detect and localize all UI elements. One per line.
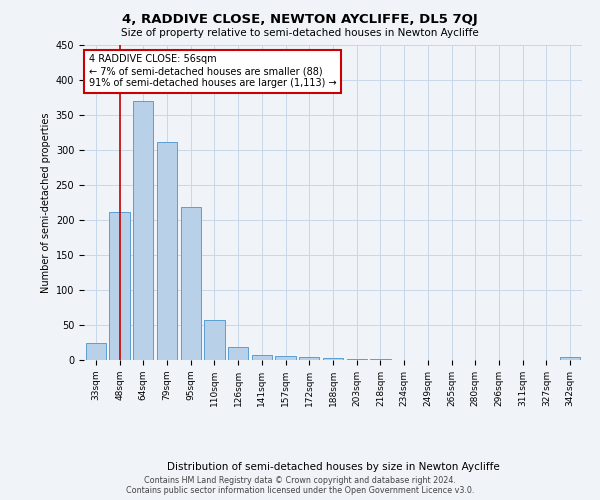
Text: 4, RADDIVE CLOSE, NEWTON AYCLIFFE, DL5 7QJ: 4, RADDIVE CLOSE, NEWTON AYCLIFFE, DL5 7… [122, 12, 478, 26]
Text: 4 RADDIVE CLOSE: 56sqm
← 7% of semi-detached houses are smaller (88)
91% of semi: 4 RADDIVE CLOSE: 56sqm ← 7% of semi-deta… [89, 54, 337, 88]
Bar [157, 142, 177, 360]
Y-axis label: Number of semi-detached properties: Number of semi-detached properties [41, 112, 52, 292]
Bar [299, 357, 319, 360]
Bar [133, 101, 154, 360]
Text: Contains HM Land Registry data © Crown copyright and database right 2024.
Contai: Contains HM Land Registry data © Crown c… [126, 476, 474, 495]
Bar [252, 355, 272, 360]
X-axis label: Distribution of semi-detached houses by size in Newton Aycliffe: Distribution of semi-detached houses by … [167, 462, 499, 471]
Bar [560, 356, 580, 360]
Bar [228, 346, 248, 360]
Bar [86, 342, 106, 360]
Bar [275, 356, 296, 360]
Text: Size of property relative to semi-detached houses in Newton Aycliffe: Size of property relative to semi-detach… [121, 28, 479, 38]
Bar [323, 358, 343, 360]
Bar [181, 206, 201, 360]
Bar [109, 212, 130, 360]
Bar [205, 320, 224, 360]
